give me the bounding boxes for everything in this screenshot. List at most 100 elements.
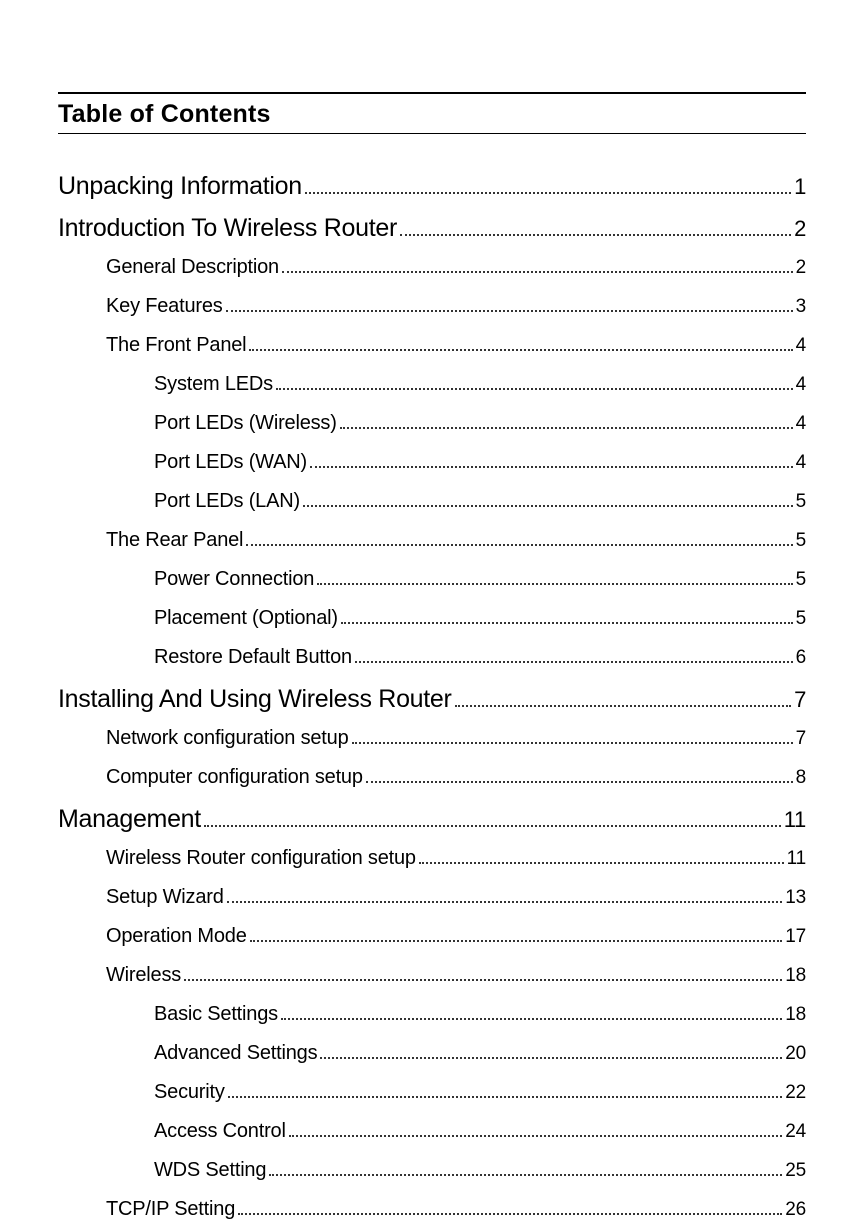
toc-entry: WDS Setting 25 xyxy=(58,1159,806,1182)
toc-entry: Wireless 18 xyxy=(58,964,806,987)
toc-entry-page: 4 xyxy=(796,374,806,396)
toc-entry-page: 20 xyxy=(785,1043,806,1065)
toc-dot-leader xyxy=(419,862,784,864)
toc-entry-page: 6 xyxy=(796,647,806,669)
toc-dot-leader xyxy=(340,427,793,429)
toc-entry-label: Advanced Settings xyxy=(154,1042,317,1065)
toc-entry-label: Unpacking Information xyxy=(58,172,302,201)
toc-entry-label: Network configuration setup xyxy=(106,727,349,750)
toc-entry: The Rear Panel 5 xyxy=(58,529,806,552)
toc-dot-leader xyxy=(281,1018,782,1020)
table-of-contents: Unpacking Information 1 Introduction To Wi… xyxy=(58,172,806,1221)
toc-entry-page: 5 xyxy=(796,491,806,513)
toc-entry-label: Introduction To Wireless Router xyxy=(58,214,397,243)
toc-entry-label: The Rear Panel xyxy=(106,529,243,552)
toc-dot-leader xyxy=(184,979,782,981)
toc-dot-leader xyxy=(355,661,793,663)
toc-entry: The Front Panel 4 xyxy=(58,334,806,357)
toc-entry-label: Management xyxy=(58,805,201,834)
toc-entry-page: 24 xyxy=(785,1121,806,1143)
toc-entry: Management 11 xyxy=(58,805,806,834)
toc-entry-label: Setup Wizard xyxy=(106,886,224,909)
toc-entry-label: Power Connection xyxy=(154,568,314,591)
toc-dot-leader xyxy=(246,544,792,546)
toc-entry-page: 11 xyxy=(787,848,806,870)
toc-entry-page: 4 xyxy=(796,335,806,357)
toc-dot-leader xyxy=(227,901,783,903)
toc-entry: Security 22 xyxy=(58,1081,806,1104)
toc-entry-page: 26 xyxy=(785,1199,806,1221)
toc-dot-leader xyxy=(249,349,792,351)
toc-dot-leader xyxy=(317,583,792,585)
toc-entry: Port LEDs (LAN) 5 xyxy=(58,490,806,513)
toc-entry: Port LEDs (WAN) 4 xyxy=(58,451,806,474)
toc-entry: Restore Default Button 6 xyxy=(58,646,806,669)
toc-entry: General Description 2 xyxy=(58,256,806,279)
toc-entry: Basic Settings 18 xyxy=(58,1003,806,1026)
toc-entry-label: Restore Default Button xyxy=(154,646,352,669)
toc-entry: Placement (Optional) 5 xyxy=(58,607,806,630)
toc-entry-label: Computer configuration setup xyxy=(106,766,363,789)
toc-entry-page: 11 xyxy=(784,807,806,833)
toc-entry-page: 18 xyxy=(785,1004,806,1026)
toc-entry: Unpacking Information 1 xyxy=(58,172,806,201)
toc-dot-leader xyxy=(455,705,792,707)
toc-entry-page: 5 xyxy=(796,608,806,630)
toc-dot-leader xyxy=(238,1213,782,1215)
toc-dot-leader xyxy=(352,742,793,744)
toc-entry-page: 5 xyxy=(796,569,806,591)
toc-dot-leader xyxy=(276,388,793,390)
toc-entry-page: 25 xyxy=(785,1160,806,1182)
toc-entry-label: System LEDs xyxy=(154,373,273,396)
toc-dot-leader xyxy=(282,271,793,273)
toc-entry-page: 4 xyxy=(796,413,806,435)
toc-entry-label: Port LEDs (Wireless) xyxy=(154,412,337,435)
toc-entry: Installing And Using Wireless Router7 xyxy=(58,685,806,714)
toc-entry-page: 5 xyxy=(796,530,806,552)
toc-entry: Network configuration setup7 xyxy=(58,727,806,750)
toc-entry: Introduction To Wireless Router2 xyxy=(58,214,806,243)
toc-dot-leader xyxy=(310,466,793,468)
toc-entry: Computer configuration setup8 xyxy=(58,766,806,789)
toc-entry-page: 7 xyxy=(794,687,806,713)
toc-dot-leader xyxy=(289,1135,783,1137)
toc-dot-leader xyxy=(320,1057,782,1059)
toc-entry-label: Security xyxy=(154,1081,225,1104)
toc-entry-page: 17 xyxy=(785,926,806,948)
toc-entry-page: 4 xyxy=(796,452,806,474)
toc-entry: Port LEDs (Wireless) 4 xyxy=(58,412,806,435)
toc-entry-label: Operation Mode xyxy=(106,925,247,948)
toc-entry-label: Wireless xyxy=(106,964,181,987)
toc-dot-leader xyxy=(269,1174,782,1176)
toc-entry-page: 22 xyxy=(785,1082,806,1104)
toc-entry-page: 1 xyxy=(794,174,806,200)
toc-entry-label: Placement (Optional) xyxy=(154,607,338,630)
toc-entry-label: Key Features xyxy=(106,295,223,318)
page-title: Table of Contents xyxy=(58,100,806,134)
toc-entry-label: WDS Setting xyxy=(154,1159,266,1182)
toc-entry-page: 2 xyxy=(796,257,806,279)
toc-entry-label: Access Control xyxy=(154,1120,286,1143)
toc-dot-leader xyxy=(305,192,791,194)
toc-entry-label: Port LEDs (WAN) xyxy=(154,451,307,474)
toc-dot-leader xyxy=(341,622,793,624)
toc-entry: Key Features3 xyxy=(58,295,806,318)
toc-entry: Wireless Router configuration setup11 xyxy=(58,847,806,870)
toc-entry-label: TCP/IP Setting xyxy=(106,1198,235,1221)
toc-entry-page: 13 xyxy=(785,887,806,909)
toc-dot-leader xyxy=(204,825,781,827)
toc-entry: Power Connection 5 xyxy=(58,568,806,591)
toc-entry: Advanced Settings 20 xyxy=(58,1042,806,1065)
toc-entry: System LEDs 4 xyxy=(58,373,806,396)
toc-entry-label: The Front Panel xyxy=(106,334,246,357)
toc-dot-leader xyxy=(366,781,793,783)
toc-entry-label: Basic Settings xyxy=(154,1003,278,1026)
toc-entry-label: General Description xyxy=(106,256,279,279)
toc-entry-page: 18 xyxy=(785,965,806,987)
toc-entry: Access Control 24 xyxy=(58,1120,806,1143)
toc-entry-label: Port LEDs (LAN) xyxy=(154,490,300,513)
toc-dot-leader xyxy=(226,310,793,312)
toc-dot-leader xyxy=(228,1096,783,1098)
top-rule xyxy=(58,92,806,94)
toc-dot-leader xyxy=(303,505,793,507)
